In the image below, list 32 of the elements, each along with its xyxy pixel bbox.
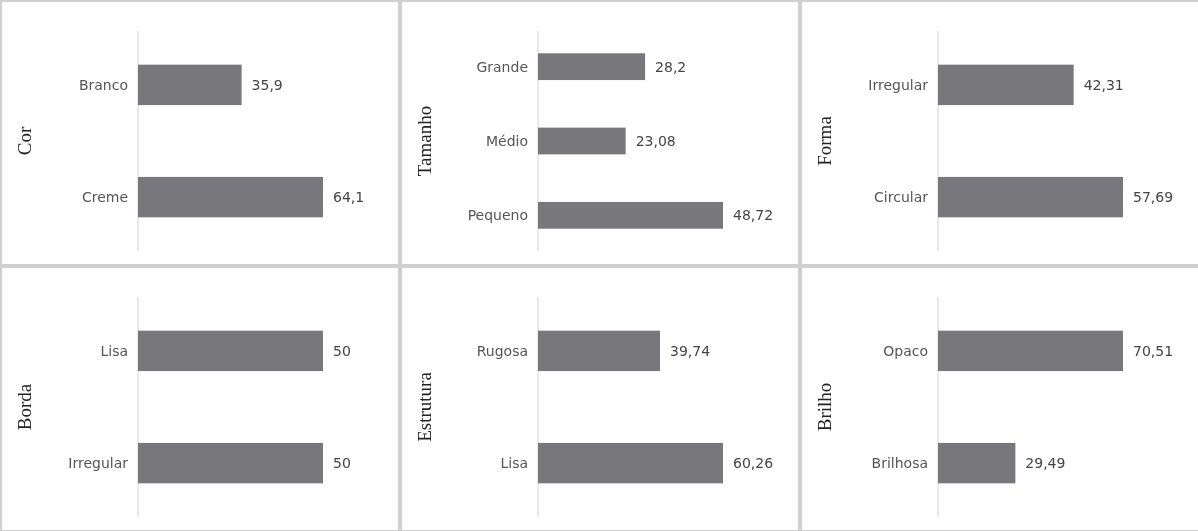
y-tick-label: Opaco [883, 342, 928, 359]
y-axis-title: Brilho [814, 382, 835, 432]
data-label: 28,2 [655, 58, 687, 75]
y-axis-title: Estrutura [414, 371, 435, 442]
y-tick-label: Rugosa [476, 342, 528, 359]
y-tick-label: Circular [874, 189, 929, 206]
data-label: 64,1 [333, 189, 365, 206]
y-tick-label: Pequeno [467, 207, 528, 224]
y-tick-label: Lisa [500, 455, 528, 472]
y-axis-title: Borda [14, 383, 35, 431]
data-label: 35,9 [251, 76, 283, 93]
data-label: 50 [333, 455, 351, 472]
y-tick-label: Branco [78, 76, 128, 93]
data-label: 39,74 [670, 342, 711, 359]
data-label: 48,72 [733, 207, 774, 224]
data-label: 60,26 [733, 455, 774, 472]
data-label: 50 [333, 342, 351, 359]
data-label: 70,51 [1133, 342, 1174, 359]
y-tick-label: Lisa [100, 342, 128, 359]
y-tick-label: Brilhosa [871, 455, 928, 472]
y-axis-title: Tamanho [414, 105, 435, 177]
y-tick-label: Creme [81, 189, 128, 206]
data-label: 42,31 [1083, 76, 1124, 93]
y-axis-title: Cor [14, 126, 35, 156]
y-tick-label: Irregular [68, 455, 129, 472]
data-label: 29,49 [1025, 455, 1066, 472]
y-tick-label: Médio [485, 132, 528, 149]
y-tick-label: Grande [476, 58, 528, 75]
y-tick-label: Irregular [868, 76, 929, 93]
y-axis-title: Forma [814, 115, 835, 166]
data-label: 23,08 [635, 132, 676, 149]
data-label: 57,69 [1133, 189, 1174, 206]
